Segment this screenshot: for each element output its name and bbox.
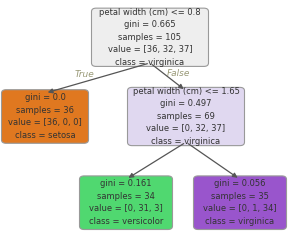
Text: petal width (cm) <= 0.8
gini = 0.665
samples = 105
value = [36, 32, 37]
class = : petal width (cm) <= 0.8 gini = 0.665 sam… <box>99 8 201 67</box>
Text: gini = 0.0
samples = 36
value = [36, 0, 0]
class = setosa: gini = 0.0 samples = 36 value = [36, 0, … <box>8 93 82 140</box>
Text: True: True <box>75 70 94 79</box>
FancyBboxPatch shape <box>92 8 208 66</box>
Text: False: False <box>167 69 190 78</box>
FancyBboxPatch shape <box>194 176 286 230</box>
Text: gini = 0.161
samples = 34
value = [0, 31, 3]
class = versicolor: gini = 0.161 samples = 34 value = [0, 31… <box>89 179 163 226</box>
Text: petal width (cm) <= 1.65
gini = 0.497
samples = 69
value = [0, 32, 37]
class = v: petal width (cm) <= 1.65 gini = 0.497 sa… <box>133 87 239 146</box>
FancyBboxPatch shape <box>128 87 244 146</box>
Text: gini = 0.056
samples = 35
value = [0, 1, 34]
class = virginica: gini = 0.056 samples = 35 value = [0, 1,… <box>203 179 277 226</box>
FancyBboxPatch shape <box>2 90 88 143</box>
FancyBboxPatch shape <box>80 176 172 230</box>
